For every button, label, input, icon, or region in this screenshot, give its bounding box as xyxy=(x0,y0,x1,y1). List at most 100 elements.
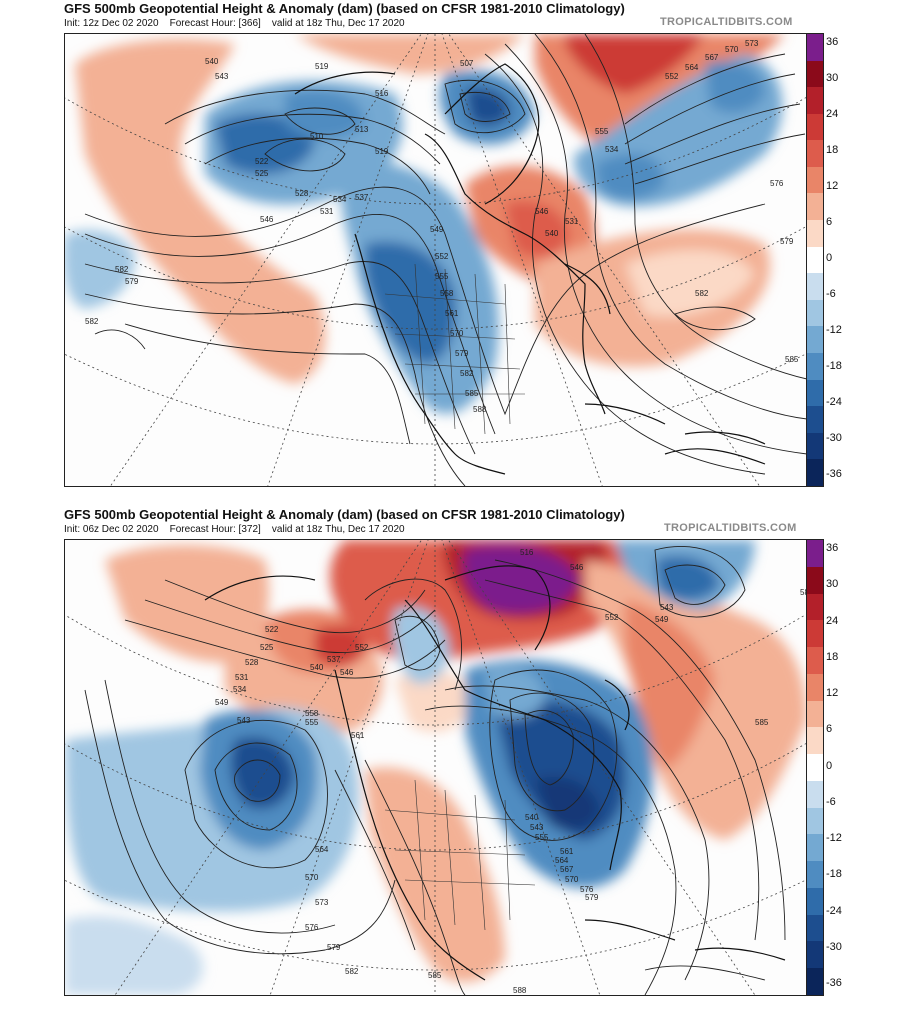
contour-label: 537 xyxy=(327,655,341,664)
colorbar-swatch xyxy=(807,834,823,861)
anomaly-shading xyxy=(65,34,785,414)
colorbar-tick-label: -36 xyxy=(826,468,842,480)
contour-label: 537 xyxy=(355,193,369,202)
colorbar-swatch xyxy=(807,352,823,380)
height-contours xyxy=(84,34,807,486)
colorbar xyxy=(806,539,824,996)
contour-label: 588 xyxy=(473,405,487,414)
colorbar-tick-label: 36 xyxy=(826,36,839,48)
colorbar-swatch xyxy=(807,113,823,141)
contour-label: 519 xyxy=(315,62,329,71)
colorbar-tick-label: 6 xyxy=(826,723,833,736)
contour-label: 573 xyxy=(315,898,329,907)
init-time: Init: 12z Dec 02 2020 xyxy=(64,18,159,29)
coastlines xyxy=(204,565,786,981)
contour-label: 543 xyxy=(215,72,229,81)
valid-time: valid at 18z Thu, Dec 17 2020 xyxy=(271,524,405,535)
contour-label: 579 xyxy=(455,349,469,358)
contour-label: 531 xyxy=(320,207,334,216)
colorbar-tick-label: -18 xyxy=(826,868,842,881)
contour-label: 543 xyxy=(237,716,251,725)
contour-label: 513 xyxy=(355,125,369,134)
colorbar-swatch xyxy=(807,459,823,486)
colorbar-tick-label: 24 xyxy=(826,108,839,120)
contour-label: 576 xyxy=(305,923,319,932)
map-init-line: Init: 12z Dec 02 2020 Forecast Hour: [36… xyxy=(64,18,405,29)
contour-label: 540 xyxy=(545,229,559,238)
colorbar-swatch xyxy=(807,326,823,353)
colorbar-swatch xyxy=(807,432,823,460)
contour-label: 570 xyxy=(450,329,464,338)
contour-label: 531 xyxy=(235,673,249,682)
graticule xyxy=(65,34,807,486)
brand-watermark: TROPICALTIDBITS.COM xyxy=(664,522,797,534)
state-borders xyxy=(384,263,525,435)
colorbar-tick-label: -6 xyxy=(826,288,836,300)
colorbar-swatch xyxy=(807,246,823,274)
contour-label: 546 xyxy=(570,563,584,572)
contour-label: 579 xyxy=(125,277,139,286)
contour-label: 525 xyxy=(255,169,269,178)
contour-label: 528 xyxy=(295,189,309,198)
coastlines xyxy=(294,63,766,475)
contour-label: 570 xyxy=(725,45,739,54)
contour-label: 561 xyxy=(445,309,459,318)
colorbar-tick-label: 18 xyxy=(826,650,839,663)
contour-label: 579 xyxy=(585,893,599,902)
height-anomaly-map: 516 522 525 528 531 534 537 540 546 549 552 543 555 5… xyxy=(64,539,808,996)
contour-label: 534 xyxy=(333,195,347,204)
forecast-hour: Forecast Hour: [366] xyxy=(169,18,261,29)
contour-label: 585 xyxy=(428,971,442,980)
colorbar-swatch xyxy=(807,754,823,781)
contour-label: 573 xyxy=(745,39,759,48)
contour-label: 534 xyxy=(233,685,247,694)
colorbar-swatch xyxy=(807,914,823,942)
contour-label: 516 xyxy=(520,548,534,557)
contour-label: 582 xyxy=(85,317,99,326)
contour-label: 588 xyxy=(513,986,527,995)
contour-label: 561 xyxy=(351,731,365,740)
colorbar-swatch xyxy=(807,593,823,621)
contour-label: 552 xyxy=(605,613,619,622)
contour-label: 552 xyxy=(355,643,369,652)
contour-label: 528 xyxy=(245,658,259,667)
colorbar-swatch xyxy=(807,34,823,61)
colorbar-tick-label: -30 xyxy=(826,940,842,953)
contour-label: 549 xyxy=(215,698,229,707)
colorbar-tick-label: 0 xyxy=(826,759,833,772)
colorbar-tick-label: 30 xyxy=(826,578,839,591)
colorbar-tick-label: -12 xyxy=(826,832,842,844)
contour-label: 540 xyxy=(525,813,539,822)
forecast-hour: Forecast Hour: [372] xyxy=(169,524,261,535)
colorbar-tick-label: -12 xyxy=(826,324,842,336)
colorbar-tick-label: 24 xyxy=(826,614,839,627)
colorbar-swatch xyxy=(807,700,823,728)
colorbar-tick-label: -6 xyxy=(826,795,836,808)
contour-label: 546 xyxy=(535,207,549,216)
colorbar-swatch xyxy=(807,299,823,327)
map-init-line: Init: 06z Dec 02 2020 Forecast Hour: [37… xyxy=(64,524,405,535)
contour-label: 582 xyxy=(460,369,474,378)
contour-label: 534 xyxy=(605,145,619,154)
colorbar-swatch xyxy=(807,941,823,968)
contour-label: 585 xyxy=(465,389,479,398)
colorbar-tick-label: 36 xyxy=(826,542,839,554)
colorbar-tick-label: -24 xyxy=(826,396,842,408)
colorbar-swatch xyxy=(807,60,823,88)
colorbar-swatch xyxy=(807,861,823,888)
colorbar-swatch xyxy=(807,379,823,407)
contour-label: 570 xyxy=(565,875,579,884)
contour-label: 582 xyxy=(695,289,709,298)
colorbar-swatch xyxy=(807,406,823,433)
graticule xyxy=(65,540,807,995)
contour-label: 552 xyxy=(665,72,679,81)
colorbar-tick-label: 30 xyxy=(826,72,839,84)
colorbar-tick-label: 0 xyxy=(826,252,833,264)
contour-label: 516 xyxy=(375,89,389,98)
contour-label: 570 xyxy=(305,873,319,882)
colorbar-tick-label: 18 xyxy=(826,144,839,156)
colorbar-swatch xyxy=(807,540,823,567)
anomaly-shading xyxy=(65,540,807,995)
init-time: Init: 06z Dec 02 2020 xyxy=(64,524,159,535)
